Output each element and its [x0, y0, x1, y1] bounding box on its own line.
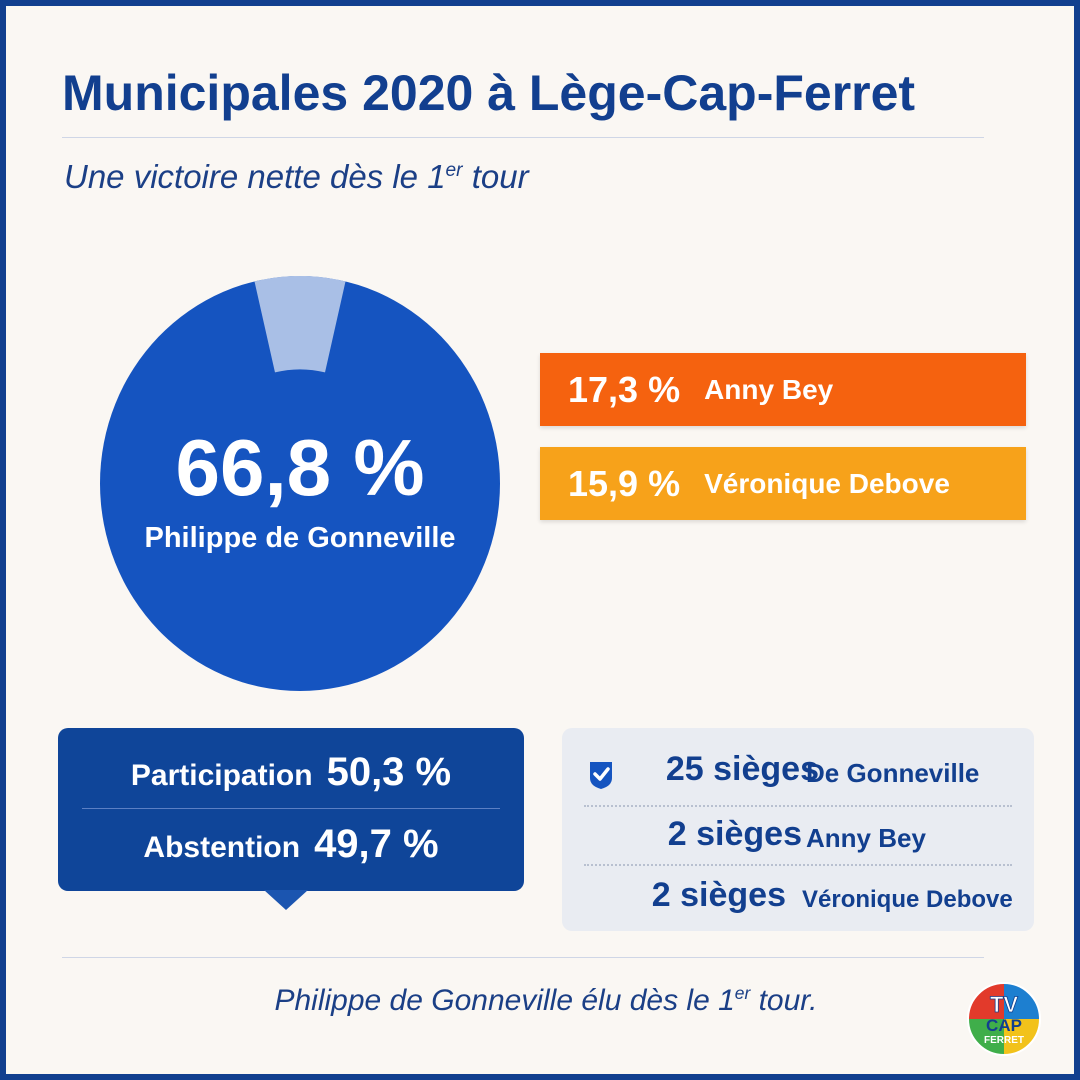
footer-text: Philippe de Gonneville élu dès le 1 [274, 984, 735, 1017]
subtitle-end: tour [462, 158, 529, 195]
footer-superscript: er [734, 983, 751, 1003]
turnout-box: Participation 50,3 % Abstention 49,7 % [58, 728, 524, 891]
seat-party: Véronique Debove [802, 886, 1013, 913]
page-title: Municipales 2020 à Lège-Cap-Ferret [62, 65, 916, 121]
result-pie-chart [100, 276, 500, 691]
tv-cap-ferret-logo: TV CAP FERRET [967, 982, 1041, 1056]
seat-row-veronique-debove: 2 sièges Véronique Debove [562, 866, 1034, 929]
pointer-arrow [264, 890, 308, 910]
footer-divider [62, 957, 984, 958]
seat-count: 2 sièges [651, 876, 786, 914]
pie-slice-highlight [254, 276, 346, 373]
check-shield-icon [590, 762, 612, 789]
seat-count: 2 sièges [667, 815, 802, 853]
abstention-value: 49,7 % [314, 822, 439, 866]
subtitle: Une victoire nette dès le 1er tour [64, 158, 529, 196]
seat-row-anny-bey: 2 sièges Anny Bey [562, 805, 1034, 868]
participation-value: 50,3 % [326, 750, 452, 794]
pie-slice-winner [100, 276, 500, 691]
footer-end: tour. [750, 984, 818, 1017]
turnout-divider [82, 808, 500, 809]
seat-divider [584, 864, 1012, 866]
logo-text-cap: CAP [986, 1016, 1022, 1035]
logo-text-tv: TV [990, 992, 1018, 1017]
participation-label: Participation [130, 759, 313, 792]
candidate-percent: 17,3 % [568, 368, 681, 410]
participation-row: Participation 50,3 % [58, 750, 524, 795]
subtitle-text: Une victoire nette dès le 1 [64, 158, 446, 195]
abstention-row: Abstention 49,7 % [58, 822, 524, 867]
seat-row-de-gonneville: 25 sièges De Gonneville [562, 740, 1034, 803]
seats-box: 25 sièges De Gonneville 2 sièges Anny Be… [562, 728, 1034, 931]
title-divider [62, 137, 984, 138]
abstention-label: Abstention [143, 831, 301, 864]
candidate-bar-anny-bey: 17,3 % Anny Bey [540, 353, 1026, 426]
seat-divider [584, 805, 1012, 807]
seat-party: Anny Bey [806, 823, 926, 853]
candidate-percent: 15,9 % [568, 462, 681, 504]
seat-party: De Gonneville [806, 758, 980, 788]
candidate-bar-veronique-debove: 15,9 % Véronique Debove [540, 447, 1026, 520]
candidate-name: Véronique Debove [704, 467, 950, 499]
subtitle-superscript: er [445, 160, 463, 181]
footer-caption: Philippe de Gonneville élu dès le 1er to… [6, 984, 1080, 1018]
seat-count: 25 sièges [665, 750, 819, 788]
logo-text-ferret: FERRET [984, 1035, 1024, 1046]
candidate-name: Anny Bey [704, 373, 834, 405]
